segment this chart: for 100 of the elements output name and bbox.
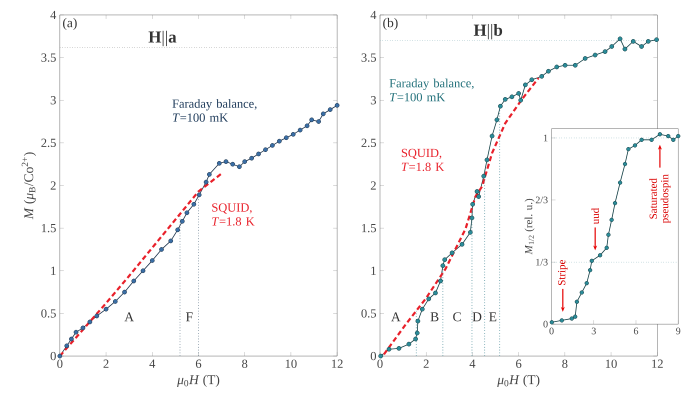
point — [386, 346, 392, 352]
point — [150, 258, 155, 263]
point — [639, 44, 644, 49]
x-tick-label: 9 — [676, 328, 680, 334]
x-tick-label: 8 — [242, 360, 248, 368]
point — [440, 263, 446, 268]
y-tick-label: 1.5 — [362, 224, 376, 232]
point — [609, 44, 614, 49]
point — [196, 192, 202, 198]
y-tick-label: 1 — [371, 266, 376, 275]
point — [580, 290, 584, 295]
x-tick-label: 10 — [286, 360, 297, 368]
annotation: Saturated pseudospin — [649, 174, 671, 224]
point — [622, 162, 628, 166]
series-label: SQUID, T=1.8 K — [212, 203, 255, 226]
x-axis-title: μ$_{0}$H (T) — [177, 374, 220, 387]
x-tick-label: 2 — [424, 360, 429, 368]
point — [334, 103, 340, 108]
point — [554, 64, 560, 70]
point — [80, 326, 86, 330]
point — [470, 202, 475, 207]
point — [249, 156, 254, 161]
point — [658, 132, 662, 136]
y-tick-label: 2 — [370, 181, 376, 190]
point — [470, 216, 474, 220]
y-tick-label: 3 — [370, 96, 376, 104]
point — [484, 158, 490, 162]
point — [256, 152, 261, 156]
point — [204, 180, 208, 184]
point — [413, 336, 418, 342]
point — [502, 97, 508, 102]
y-tick-label: 1.5 — [42, 224, 56, 232]
point — [474, 189, 480, 194]
y-tick-label: 2.5 — [362, 138, 376, 148]
text: Faraday balance, T=100 mK — [390, 78, 474, 102]
point — [481, 174, 486, 179]
annotation: A — [391, 312, 401, 322]
point — [131, 278, 136, 284]
point — [206, 172, 212, 177]
point — [570, 316, 574, 321]
point — [649, 138, 654, 142]
point — [510, 94, 514, 100]
point — [610, 218, 614, 222]
point — [175, 228, 180, 232]
point — [270, 143, 275, 148]
x-tick-label: 6 — [196, 360, 202, 368]
point — [539, 74, 544, 79]
point — [320, 112, 326, 116]
y-tick-label: 3.5 — [362, 53, 376, 62]
y-tick-label: 2/3 — [536, 196, 548, 204]
annotation: D — [472, 312, 482, 322]
y-tick-label: 0 — [543, 320, 548, 328]
point — [74, 330, 78, 335]
point — [433, 290, 438, 296]
y-tick-label: 1/3 — [536, 258, 548, 266]
x-tick-label: 3 — [592, 328, 596, 334]
point — [230, 162, 236, 167]
point — [573, 314, 578, 319]
point — [626, 147, 631, 152]
point — [237, 164, 242, 170]
annotation: B — [430, 312, 438, 322]
point — [58, 354, 62, 358]
point — [639, 138, 644, 142]
point — [328, 107, 333, 112]
point — [546, 68, 551, 74]
y-tick-label: 3 — [50, 96, 56, 104]
point — [618, 180, 622, 185]
point — [550, 320, 554, 324]
point — [438, 278, 443, 284]
point — [309, 118, 314, 122]
y-tick-label: 4 — [370, 10, 376, 20]
point — [529, 77, 534, 82]
point — [104, 306, 108, 312]
point — [630, 39, 636, 44]
y-axis-title: M (μ$_{B}$/Co$^{2+}$) — [22, 152, 36, 220]
annotation: A — [124, 312, 134, 322]
point — [460, 242, 464, 247]
point — [112, 299, 118, 304]
point — [180, 219, 185, 224]
x-tick-label: 2 — [104, 360, 108, 368]
annotation: Stripe — [558, 260, 568, 286]
point — [64, 344, 70, 348]
point — [242, 159, 248, 164]
y-tick-label: 1 — [51, 266, 56, 275]
point — [584, 281, 589, 286]
point — [69, 336, 74, 342]
x-tick-label: 8 — [562, 360, 568, 368]
point — [598, 253, 602, 258]
point — [414, 330, 420, 336]
point — [592, 52, 598, 58]
text: SQUID, T=1.8 K — [402, 148, 444, 172]
point — [604, 246, 609, 250]
point — [224, 159, 228, 164]
point — [494, 118, 500, 122]
point — [316, 119, 321, 124]
point — [522, 82, 528, 88]
point — [572, 62, 578, 68]
point — [606, 232, 611, 237]
annotation: E — [489, 312, 496, 322]
point — [602, 49, 608, 54]
